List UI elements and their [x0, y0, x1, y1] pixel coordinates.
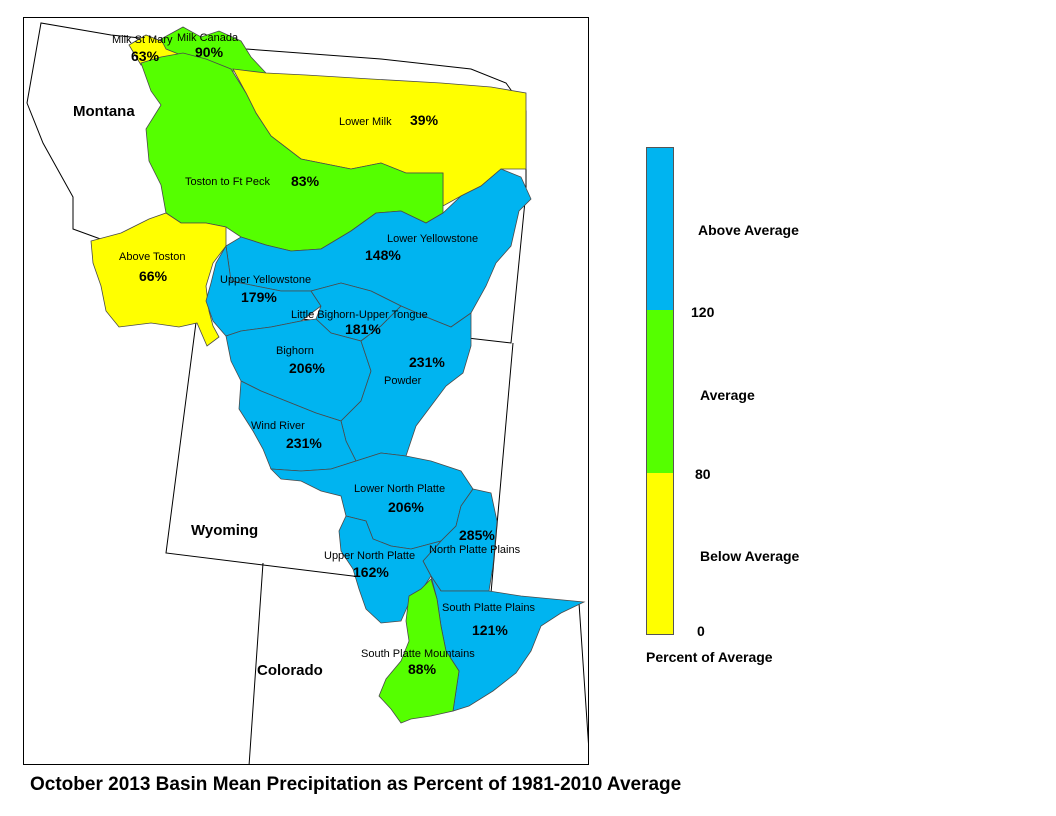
legend-color-bar [646, 147, 674, 635]
state-label-colorado: Colorado [257, 662, 323, 679]
state-label-wyoming: Wyoming [191, 522, 258, 539]
basin-pct-little-bighorn-upper-tongue: 181% [345, 321, 381, 337]
legend-tick-80: 80 [695, 466, 711, 482]
basin-pct-south-platte-mountains: 88% [408, 661, 437, 677]
basin-label-upper-north-platte: Upper North Platte [324, 550, 415, 562]
basin-label-lower-north-platte: Lower North Platte [354, 483, 445, 495]
basin-pct-toston-ft-peck: 83% [291, 173, 320, 189]
basin-label-above-toston: Above Toston [119, 251, 185, 263]
basin-map: Montana Wyoming Colorado Milk St Mary 63… [26, 22, 588, 764]
basin-pct-lower-north-platte: 206% [388, 499, 424, 515]
wyoming-border [165, 306, 514, 594]
basin-label-lower-yellowstone: Lower Yellowstone [387, 233, 478, 245]
legend-label-below: Below Average [700, 548, 800, 564]
basin-pct-south-platte-plains: 121% [472, 622, 508, 638]
basin-south-platte-mountains [378, 578, 460, 724]
legend-label-above: Above Average [698, 222, 799, 238]
basin-pct-upper-yellowstone: 179% [241, 289, 277, 305]
map-frame: Montana Wyoming Colorado Milk St Mary 63… [23, 17, 589, 765]
state-label-montana: Montana [73, 103, 135, 120]
basin-pct-milk-st-mary: 63% [131, 48, 160, 64]
basin-pct-upper-north-platte: 162% [353, 564, 389, 580]
basin-label-upper-yellowstone: Upper Yellowstone [220, 274, 311, 286]
basin-label-milk-st-mary: Milk St Mary [112, 34, 173, 46]
colorado-border [248, 562, 588, 764]
basin-pct-powder: 231% [409, 354, 445, 370]
basin-label-north-platte-plains: North Platte Plains [429, 544, 521, 556]
legend-swatch-below [647, 473, 673, 634]
legend-tick-0: 0 [697, 623, 705, 639]
basin-label-bighorn: Bighorn [276, 345, 314, 357]
basin-label-wind-river: Wind River [251, 420, 305, 432]
basin-label-powder: Powder [384, 375, 422, 387]
basin-label-south-platte-plains: South Platte Plains [442, 602, 535, 614]
basin-pct-north-platte-plains: 285% [459, 527, 495, 543]
basin-pct-wind-river: 231% [286, 435, 322, 451]
legend-swatch-above [647, 148, 673, 310]
basin-label-toston-ft-peck: Toston to Ft Peck [185, 176, 270, 188]
basin-pct-lower-milk: 39% [410, 112, 439, 128]
legend-swatch-average [647, 310, 673, 473]
legend-tick-120: 120 [691, 304, 715, 320]
basin-label-lower-milk: Lower Milk [339, 116, 392, 128]
map-caption: October 2013 Basin Mean Precipitation as… [30, 774, 682, 795]
basin-pct-milk-canada: 90% [195, 44, 224, 60]
basin-pct-bighorn: 206% [289, 360, 325, 376]
legend-label-average: Average [700, 387, 755, 403]
basin-pct-lower-yellowstone: 148% [365, 247, 401, 263]
basin-label-south-platte-mountains: South Platte Mountains [361, 648, 475, 660]
basin-label-milk-canada: Milk Canada [177, 32, 239, 44]
basin-pct-above-toston: 66% [139, 268, 168, 284]
basin-above-toston [90, 212, 227, 347]
basin-label-little-bighorn-upper-tongue: Little Bighorn-Upper Tongue [291, 309, 428, 321]
legend-title: Percent of Average [646, 649, 773, 665]
